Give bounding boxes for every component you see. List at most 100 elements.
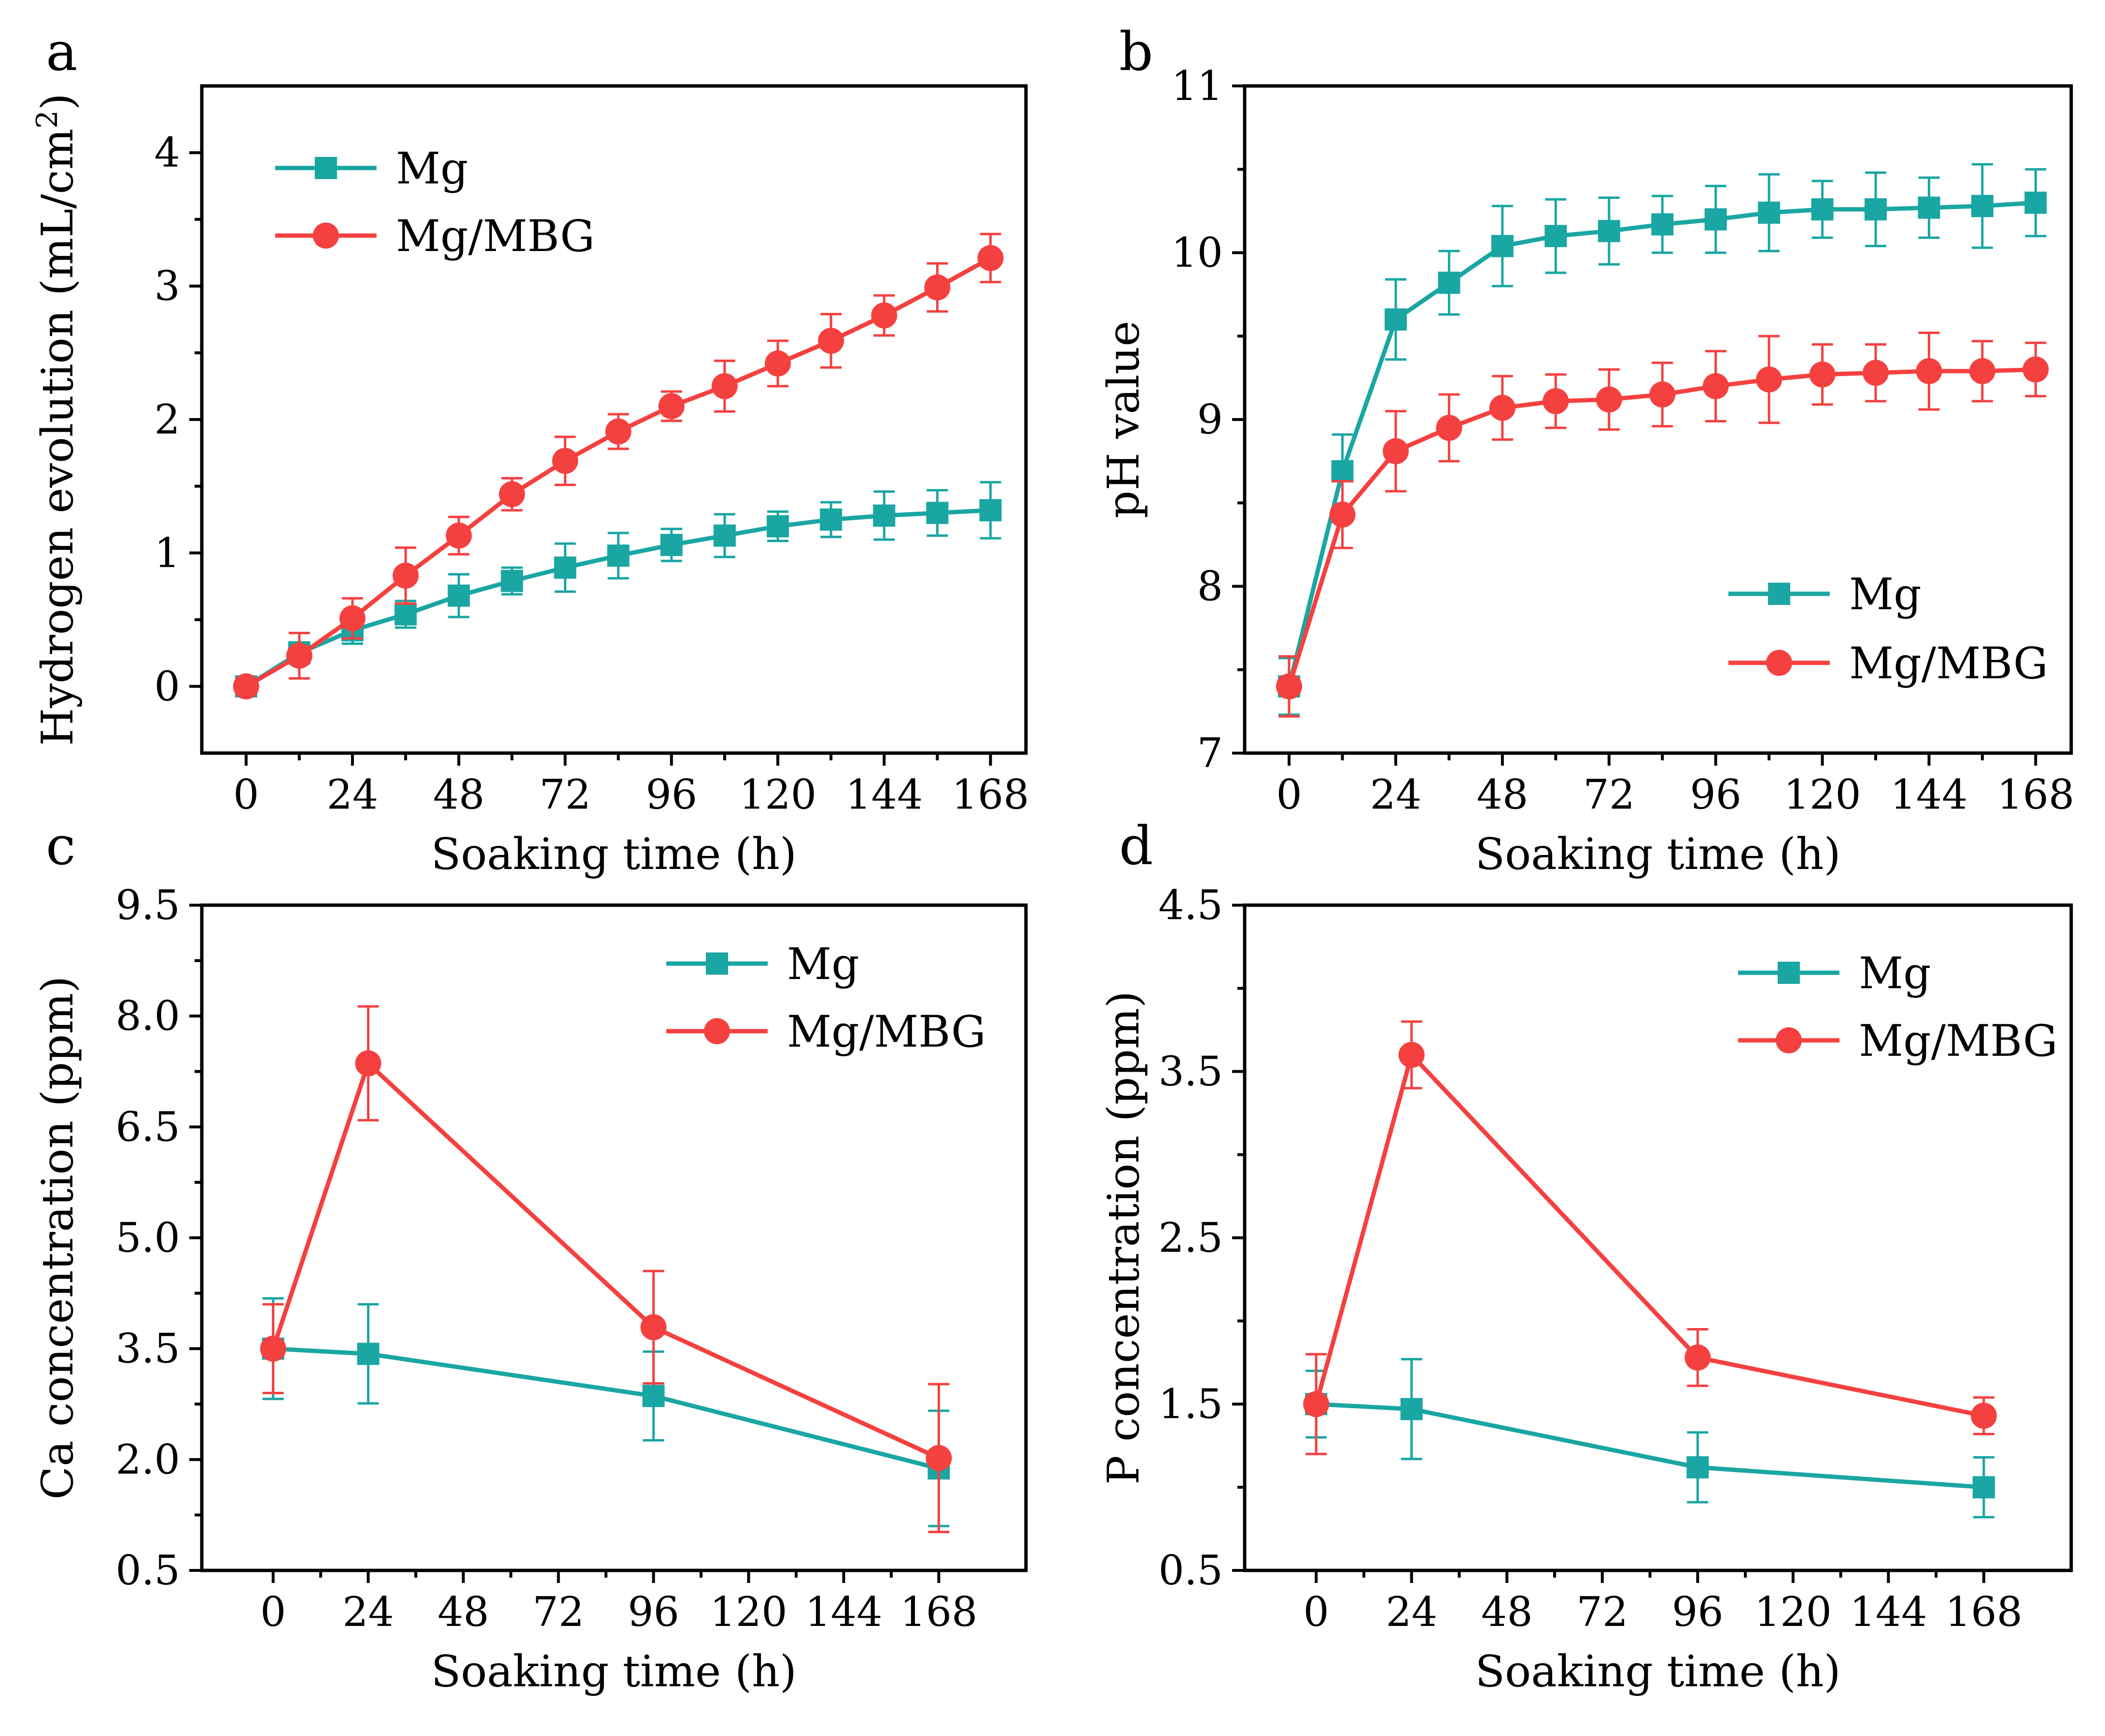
data-point bbox=[979, 499, 1002, 521]
legend-label: Mg bbox=[396, 143, 468, 194]
data-point bbox=[1756, 366, 1782, 393]
series-line bbox=[1316, 1402, 1984, 1490]
data-point bbox=[711, 373, 738, 399]
y-tick-label: 6.5 bbox=[115, 1103, 180, 1150]
legend-marker bbox=[1776, 1027, 1802, 1053]
y-axis-title-main: Ca concentration (ppm) bbox=[32, 976, 83, 1500]
x-tick-label: 144 bbox=[805, 1588, 882, 1636]
data-point bbox=[1384, 308, 1407, 331]
data-point bbox=[1971, 195, 1993, 217]
x-tick-label: 48 bbox=[433, 771, 485, 818]
y-tick-label: 2 bbox=[154, 396, 180, 443]
legend-marker bbox=[315, 157, 337, 179]
y-tick-label: 0.5 bbox=[115, 1547, 180, 1594]
y-tick-label: 5.0 bbox=[115, 1214, 180, 1261]
x-tick-label: 72 bbox=[539, 771, 591, 818]
data-point bbox=[552, 448, 578, 474]
data-point bbox=[1686, 1456, 1709, 1479]
y-axis-title-main: Hydrogen evolution (mL/cm bbox=[32, 128, 83, 746]
y-tick-label: 1.5 bbox=[1158, 1381, 1223, 1428]
x-tick-label: 144 bbox=[845, 771, 923, 818]
x-tick-label: 120 bbox=[1783, 771, 1861, 818]
data-point bbox=[1651, 213, 1674, 236]
x-tick-label: 168 bbox=[1945, 1588, 2022, 1636]
panel-c: c 0 24 48 72 96 120 144 168 0.5 2.0 3.5 5.0 6.5 8.0 9.5… bbox=[32, 815, 1028, 1697]
data-point bbox=[1809, 361, 1836, 388]
data-point bbox=[233, 673, 259, 700]
data-point bbox=[1438, 271, 1460, 294]
x-tick-label: 168 bbox=[900, 1588, 977, 1636]
plot-frame bbox=[200, 903, 1028, 1572]
x-tick-label: 24 bbox=[1370, 771, 1422, 818]
x-axis-title: Soaking time (h) bbox=[1475, 829, 1840, 880]
data-point bbox=[393, 562, 419, 589]
panel-label-b: b bbox=[1119, 21, 1153, 83]
y-tick-label: 3.5 bbox=[115, 1325, 180, 1372]
data-point bbox=[286, 643, 312, 669]
y-tick-label: 10 bbox=[1171, 229, 1223, 277]
y-tick-label: 3.5 bbox=[1158, 1048, 1223, 1095]
panel-d: d 0 24 48 72 96 120 144 168 0.5 1.5 2.5 3.5 4.5 Soakin… bbox=[1098, 815, 2073, 1697]
x-tick-label: 24 bbox=[1386, 1588, 1437, 1636]
series-line bbox=[1314, 1052, 1984, 1418]
data-point bbox=[605, 418, 632, 445]
x-tick-label: 120 bbox=[710, 1588, 787, 1636]
legend-marker bbox=[706, 952, 728, 975]
legend-label: Mg/MBG bbox=[1859, 1016, 2058, 1066]
y-tick-label: 11 bbox=[1171, 62, 1223, 110]
data-point bbox=[924, 274, 951, 301]
data-point bbox=[1436, 415, 1462, 441]
legend-label: Mg bbox=[1849, 569, 1922, 620]
data-point bbox=[1276, 673, 1303, 700]
y-axis-title: P concentration (ppm) bbox=[1098, 991, 1149, 1485]
legend-label: Mg bbox=[1859, 948, 1931, 999]
y-tick-label: 3 bbox=[154, 263, 180, 310]
x-tick-label: 48 bbox=[437, 1588, 489, 1636]
x-tick-label: 96 bbox=[1690, 771, 1741, 818]
data-point bbox=[658, 393, 685, 420]
legend-marker bbox=[704, 1018, 730, 1044]
data-point bbox=[1331, 460, 1354, 483]
y-tick-label: 0.5 bbox=[1158, 1547, 1223, 1594]
data-point bbox=[1649, 381, 1676, 408]
data-point bbox=[640, 1314, 667, 1341]
data-point bbox=[1329, 501, 1356, 528]
data-point bbox=[2024, 191, 2047, 214]
y-axis-title: Hydrogen evolution (mL/cm2) bbox=[30, 93, 83, 746]
x-tick-label: 48 bbox=[1481, 1588, 1533, 1636]
x-axis-title: Soaking time (h) bbox=[431, 829, 797, 880]
legend-label: Mg/MBG bbox=[396, 211, 595, 262]
x-tick-label: 96 bbox=[628, 1588, 679, 1636]
x-tick-label: 0 bbox=[1276, 771, 1302, 818]
panel-label-d: d bbox=[1119, 815, 1153, 877]
legend-label: Mg/MBG bbox=[787, 1007, 986, 1057]
y-axis-title-main: pH value bbox=[1098, 321, 1149, 518]
panel-label-c: c bbox=[46, 815, 76, 877]
x-tick-label: 72 bbox=[1576, 1588, 1628, 1636]
legend-marker bbox=[313, 223, 339, 249]
data-point bbox=[765, 350, 791, 377]
data-point bbox=[713, 524, 736, 547]
y-tick-label: 8.0 bbox=[115, 993, 180, 1040]
data-point bbox=[642, 1385, 665, 1407]
data-point bbox=[1400, 1398, 1423, 1420]
data-point bbox=[1758, 201, 1781, 224]
data-point bbox=[1491, 235, 1514, 257]
data-point bbox=[767, 515, 789, 538]
y-tick-label: 1 bbox=[154, 529, 180, 576]
x-tick-label: 24 bbox=[342, 1588, 394, 1636]
legend-marker bbox=[1766, 650, 1792, 676]
y-tick-label: 4.5 bbox=[1158, 882, 1223, 929]
x-axis-title: Soaking time (h) bbox=[431, 1646, 797, 1697]
y-tick-label: 9.5 bbox=[115, 882, 180, 929]
y-axis-title-main: P concentration (ppm) bbox=[1098, 991, 1149, 1485]
series-mg-mbg: Mg/MBG bbox=[1276, 331, 2049, 718]
data-point bbox=[1596, 386, 1622, 413]
series-mg-mbg: Mg/MBG bbox=[260, 1005, 986, 1533]
legend-marker bbox=[1768, 583, 1790, 605]
x-axis-title: Soaking time (h) bbox=[1475, 1646, 1840, 1697]
x-tick-label: 24 bbox=[327, 771, 379, 818]
data-point bbox=[660, 533, 683, 556]
y-axis-title-end: ) bbox=[32, 93, 83, 110]
